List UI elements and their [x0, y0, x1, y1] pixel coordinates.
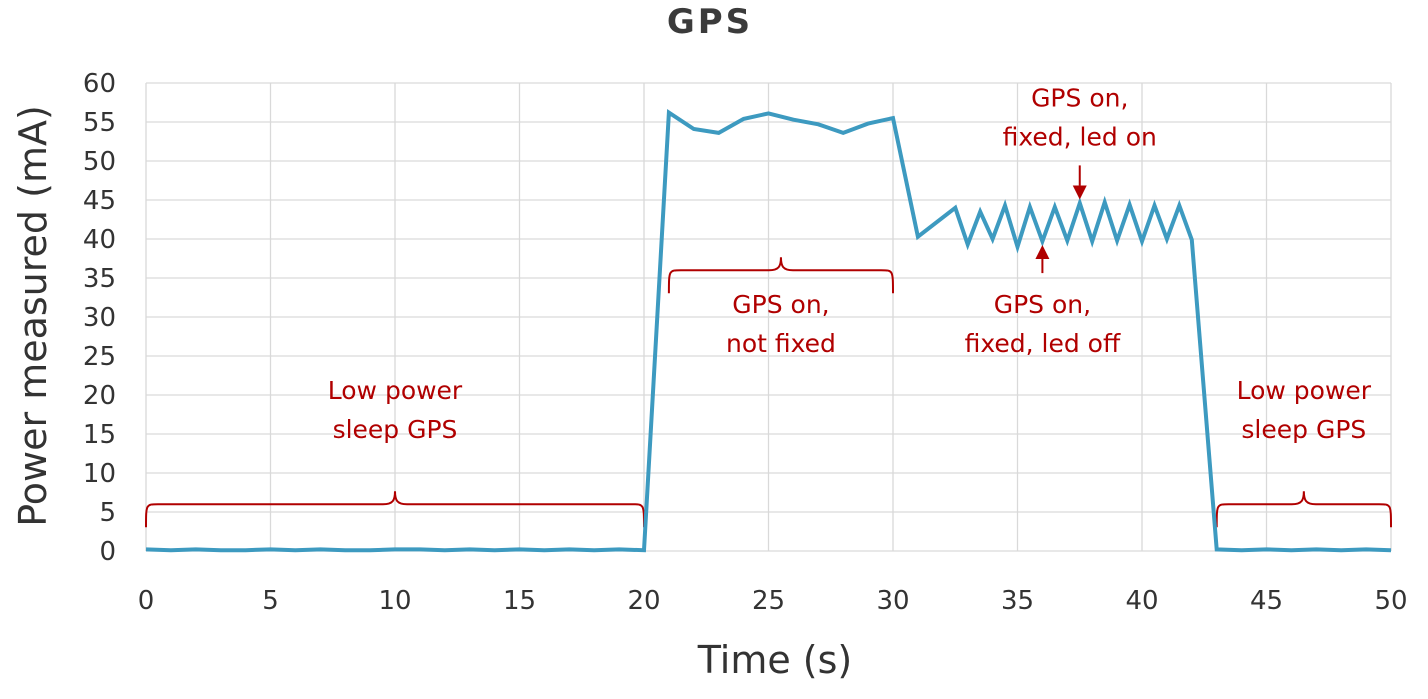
annotation-braces [145, 257, 1392, 528]
y-axis-label: Power measured (mA) [11, 105, 55, 527]
annotation-label: Low power [328, 376, 463, 405]
annotations: Low power sleep GPS GPS on, not fixed GPS on… [328, 83, 1372, 444]
y-tick-label: 0 [99, 537, 116, 567]
annotation-label: fixed, led off [965, 329, 1121, 358]
chart-title: GPS [667, 2, 753, 42]
annotation-label: fixed, led on [1003, 122, 1157, 151]
y-tick-label: 60 [83, 69, 116, 99]
annotation-label: Low power [1237, 376, 1372, 405]
annotation-brace [1215, 491, 1392, 528]
annotation-brace [145, 491, 645, 528]
x-tick-label: 30 [876, 586, 909, 616]
annotation-arrow-head [1035, 245, 1050, 259]
y-tick-label: 45 [83, 186, 116, 216]
y-tick-label: 20 [83, 381, 116, 411]
x-tick-label: 35 [1001, 586, 1034, 616]
y-tick-label: 40 [83, 225, 116, 255]
y-tick-label: 25 [83, 342, 116, 372]
y-axis-ticks: 0 5 10 15 20 25 30 35 40 45 50 55 60 [83, 69, 116, 567]
x-tick-label: 25 [752, 586, 785, 616]
gridlines [145, 82, 1392, 552]
annotation-label: sleep GPS [333, 415, 458, 444]
annotation-label: GPS on, [994, 290, 1091, 319]
annotation-label: not fixed [726, 329, 836, 358]
y-tick-label: 15 [83, 420, 116, 450]
x-tick-label: 50 [1374, 586, 1407, 616]
y-tick-label: 55 [83, 108, 116, 138]
annotation-label: GPS on, [732, 290, 829, 319]
x-tick-label: 0 [138, 586, 155, 616]
x-tick-label: 10 [378, 586, 411, 616]
y-tick-label: 5 [99, 498, 116, 528]
series-line [145, 109, 1392, 553]
y-tick-label: 30 [83, 303, 116, 333]
x-tick-label: 15 [503, 586, 536, 616]
y-tick-label: 10 [83, 459, 116, 489]
annotation-label: GPS on, [1031, 83, 1128, 112]
y-tick-label: 35 [83, 264, 116, 294]
annotation-label: sleep GPS [1241, 415, 1366, 444]
x-tick-label: 40 [1125, 586, 1158, 616]
annotation-arrow-head [1072, 185, 1087, 200]
x-tick-label: 45 [1250, 586, 1283, 616]
annotation-brace [667, 257, 894, 294]
x-tick-label: 5 [262, 586, 279, 616]
x-tick-label: 20 [627, 586, 660, 616]
x-axis-label: Time (s) [697, 638, 853, 682]
y-tick-label: 50 [83, 147, 116, 177]
x-axis-ticks: 0 5 10 15 20 25 30 35 40 45 50 [138, 586, 1408, 616]
